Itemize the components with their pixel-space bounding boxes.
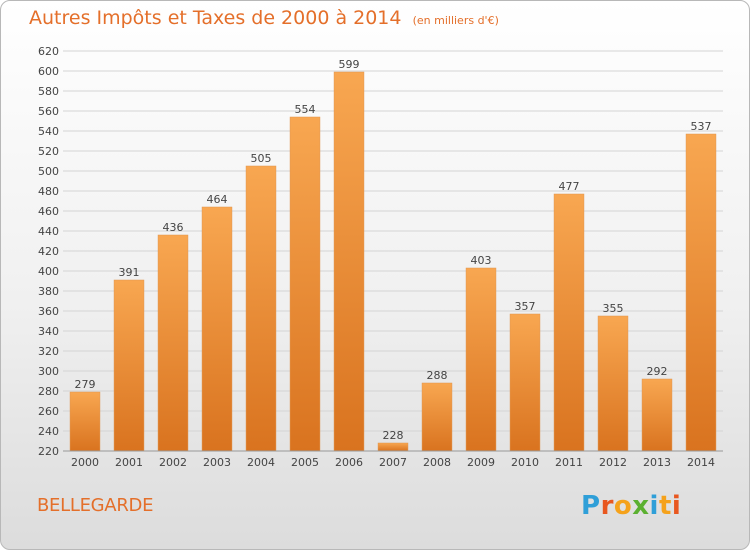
x-tick-label: 2009 <box>467 456 495 469</box>
bars <box>69 71 717 452</box>
bar <box>685 133 717 452</box>
bar-value-label: 599 <box>339 58 360 71</box>
y-tick-label: 620 <box>38 45 59 58</box>
x-tick-label: 2000 <box>71 456 99 469</box>
x-tick-label: 2008 <box>423 456 451 469</box>
y-axis-tick-labels: 220 240 260 280 300 320 340 360 380 400 420 440 460 4… <box>38 45 59 458</box>
bar <box>157 234 189 452</box>
bar <box>553 193 585 452</box>
x-tick-label: 2013 <box>643 456 671 469</box>
x-tick-label: 2004 <box>247 456 275 469</box>
bar-value-label: 505 <box>251 152 272 165</box>
bar <box>421 382 453 452</box>
bar-value-label: 554 <box>295 103 316 116</box>
bar <box>201 206 233 452</box>
bar <box>245 165 277 452</box>
y-tick-label: 380 <box>38 285 59 298</box>
logo-letter: t <box>658 491 672 521</box>
x-tick-label: 2005 <box>291 456 319 469</box>
chart-title-main: Autres Impôts et Taxes de 2000 à 2014 <box>29 7 402 29</box>
x-axis-tick-labels: 2000 2001 2002 2003 2004 2005 2006 2007 2008 2009… <box>71 456 715 469</box>
bar-value-label: 292 <box>647 365 668 378</box>
bar-value-label: 357 <box>515 300 536 313</box>
bar <box>597 315 629 452</box>
y-tick-label: 500 <box>38 165 59 178</box>
bar-value-label: 391 <box>119 266 140 279</box>
bar-value-label: 355 <box>603 302 624 315</box>
bar <box>69 391 101 452</box>
x-tick-label: 2014 <box>687 456 715 469</box>
bar-value-label: 436 <box>163 221 184 234</box>
x-tick-label: 2003 <box>203 456 231 469</box>
logo-letter: i <box>671 491 682 521</box>
logo-letter: P <box>581 491 601 521</box>
proxiti-logo: Proxiti <box>581 491 681 521</box>
x-tick-label: 2001 <box>115 456 143 469</box>
y-tick-label: 220 <box>38 445 59 458</box>
bar-value-label: 477 <box>559 180 580 193</box>
bar-value-label: 279 <box>75 378 96 391</box>
bar-value-label: 537 <box>691 120 712 133</box>
chart-title: Autres Impôts et Taxes de 2000 à 2014 (e… <box>29 7 499 29</box>
y-tick-label: 480 <box>38 185 59 198</box>
commune-name: BELLEGARDE <box>37 495 154 516</box>
logo-letter: r <box>600 491 614 521</box>
y-tick-label: 360 <box>38 305 59 318</box>
bar <box>377 442 409 452</box>
x-tick-label: 2002 <box>159 456 187 469</box>
bar-value-label: 464 <box>207 193 228 206</box>
bar <box>113 279 145 452</box>
bar <box>509 313 541 452</box>
y-tick-label: 580 <box>38 85 59 98</box>
y-tick-label: 260 <box>38 405 59 418</box>
bar-value-labels: 279 391 436 464 505 554 599 228 288 403 357 477 355 2… <box>75 58 712 442</box>
y-tick-label: 240 <box>38 425 59 438</box>
y-tick-label: 460 <box>38 205 59 218</box>
bar <box>289 116 321 452</box>
logo-letter: o <box>613 491 633 521</box>
y-tick-label: 540 <box>38 125 59 138</box>
bar <box>333 71 365 452</box>
bar <box>465 267 497 452</box>
y-tick-label: 520 <box>38 145 59 158</box>
x-tick-label: 2006 <box>335 456 363 469</box>
bar-value-label: 403 <box>471 254 492 267</box>
bar-value-label: 228 <box>383 429 404 442</box>
bar <box>641 378 673 452</box>
x-tick-label: 2011 <box>555 456 583 469</box>
bar-value-label: 288 <box>427 369 448 382</box>
x-tick-label: 2010 <box>511 456 539 469</box>
y-tick-label: 440 <box>38 225 59 238</box>
x-tick-label: 2007 <box>379 456 407 469</box>
y-tick-label: 320 <box>38 345 59 358</box>
x-tick-label: 2012 <box>599 456 627 469</box>
chart-unit-note: (en milliers d'€) <box>412 14 499 27</box>
y-tick-label: 340 <box>38 325 59 338</box>
logo-letter: i <box>649 491 659 521</box>
y-tick-label: 560 <box>38 105 59 118</box>
logo-letter: x <box>632 491 650 521</box>
y-tick-label: 420 <box>38 245 59 258</box>
y-tick-label: 280 <box>38 385 59 398</box>
y-tick-label: 400 <box>38 265 59 278</box>
y-tick-label: 300 <box>38 365 59 378</box>
y-tick-label: 600 <box>38 65 59 78</box>
